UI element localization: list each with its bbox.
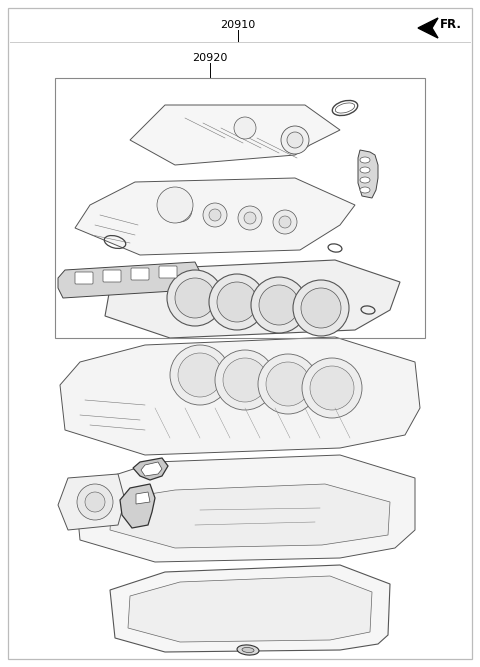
Polygon shape bbox=[120, 484, 155, 528]
Polygon shape bbox=[60, 337, 420, 455]
Circle shape bbox=[302, 358, 362, 418]
Circle shape bbox=[217, 282, 257, 322]
FancyBboxPatch shape bbox=[131, 268, 149, 280]
Circle shape bbox=[259, 285, 299, 325]
Circle shape bbox=[244, 212, 256, 224]
Ellipse shape bbox=[237, 645, 259, 655]
Text: 20910: 20910 bbox=[220, 20, 256, 30]
FancyBboxPatch shape bbox=[103, 270, 121, 282]
Circle shape bbox=[258, 354, 318, 414]
Circle shape bbox=[203, 203, 227, 227]
Circle shape bbox=[293, 280, 349, 336]
Polygon shape bbox=[358, 150, 378, 198]
Polygon shape bbox=[105, 260, 400, 338]
Circle shape bbox=[77, 484, 113, 520]
Polygon shape bbox=[418, 18, 438, 38]
Polygon shape bbox=[75, 455, 415, 562]
Text: FR.: FR. bbox=[440, 19, 462, 31]
Circle shape bbox=[215, 350, 275, 410]
Circle shape bbox=[223, 358, 267, 402]
Circle shape bbox=[281, 126, 309, 154]
Circle shape bbox=[301, 288, 341, 328]
Circle shape bbox=[175, 278, 215, 318]
Polygon shape bbox=[110, 565, 390, 652]
Polygon shape bbox=[75, 178, 355, 255]
Ellipse shape bbox=[360, 157, 370, 163]
Circle shape bbox=[168, 198, 192, 222]
Polygon shape bbox=[58, 262, 200, 298]
Circle shape bbox=[174, 204, 186, 216]
Ellipse shape bbox=[360, 177, 370, 183]
Ellipse shape bbox=[242, 648, 254, 652]
FancyBboxPatch shape bbox=[75, 272, 93, 284]
Circle shape bbox=[170, 345, 230, 405]
Polygon shape bbox=[141, 462, 162, 476]
Circle shape bbox=[178, 353, 222, 397]
Circle shape bbox=[279, 216, 291, 228]
Circle shape bbox=[209, 274, 265, 330]
Circle shape bbox=[310, 366, 354, 410]
Text: 20920: 20920 bbox=[192, 53, 228, 63]
Circle shape bbox=[287, 132, 303, 148]
Circle shape bbox=[238, 206, 262, 230]
Ellipse shape bbox=[360, 167, 370, 173]
FancyBboxPatch shape bbox=[159, 266, 177, 278]
Polygon shape bbox=[58, 474, 125, 530]
Polygon shape bbox=[110, 484, 390, 548]
Circle shape bbox=[266, 362, 310, 406]
Ellipse shape bbox=[360, 187, 370, 193]
Circle shape bbox=[251, 277, 307, 333]
Circle shape bbox=[167, 270, 223, 326]
Circle shape bbox=[234, 117, 256, 139]
Polygon shape bbox=[133, 458, 168, 480]
Circle shape bbox=[273, 210, 297, 234]
Bar bbox=[55, 78, 425, 338]
Polygon shape bbox=[128, 576, 372, 642]
Polygon shape bbox=[136, 492, 150, 504]
Polygon shape bbox=[130, 105, 340, 165]
Circle shape bbox=[209, 209, 221, 221]
Circle shape bbox=[85, 492, 105, 512]
Circle shape bbox=[157, 187, 193, 223]
